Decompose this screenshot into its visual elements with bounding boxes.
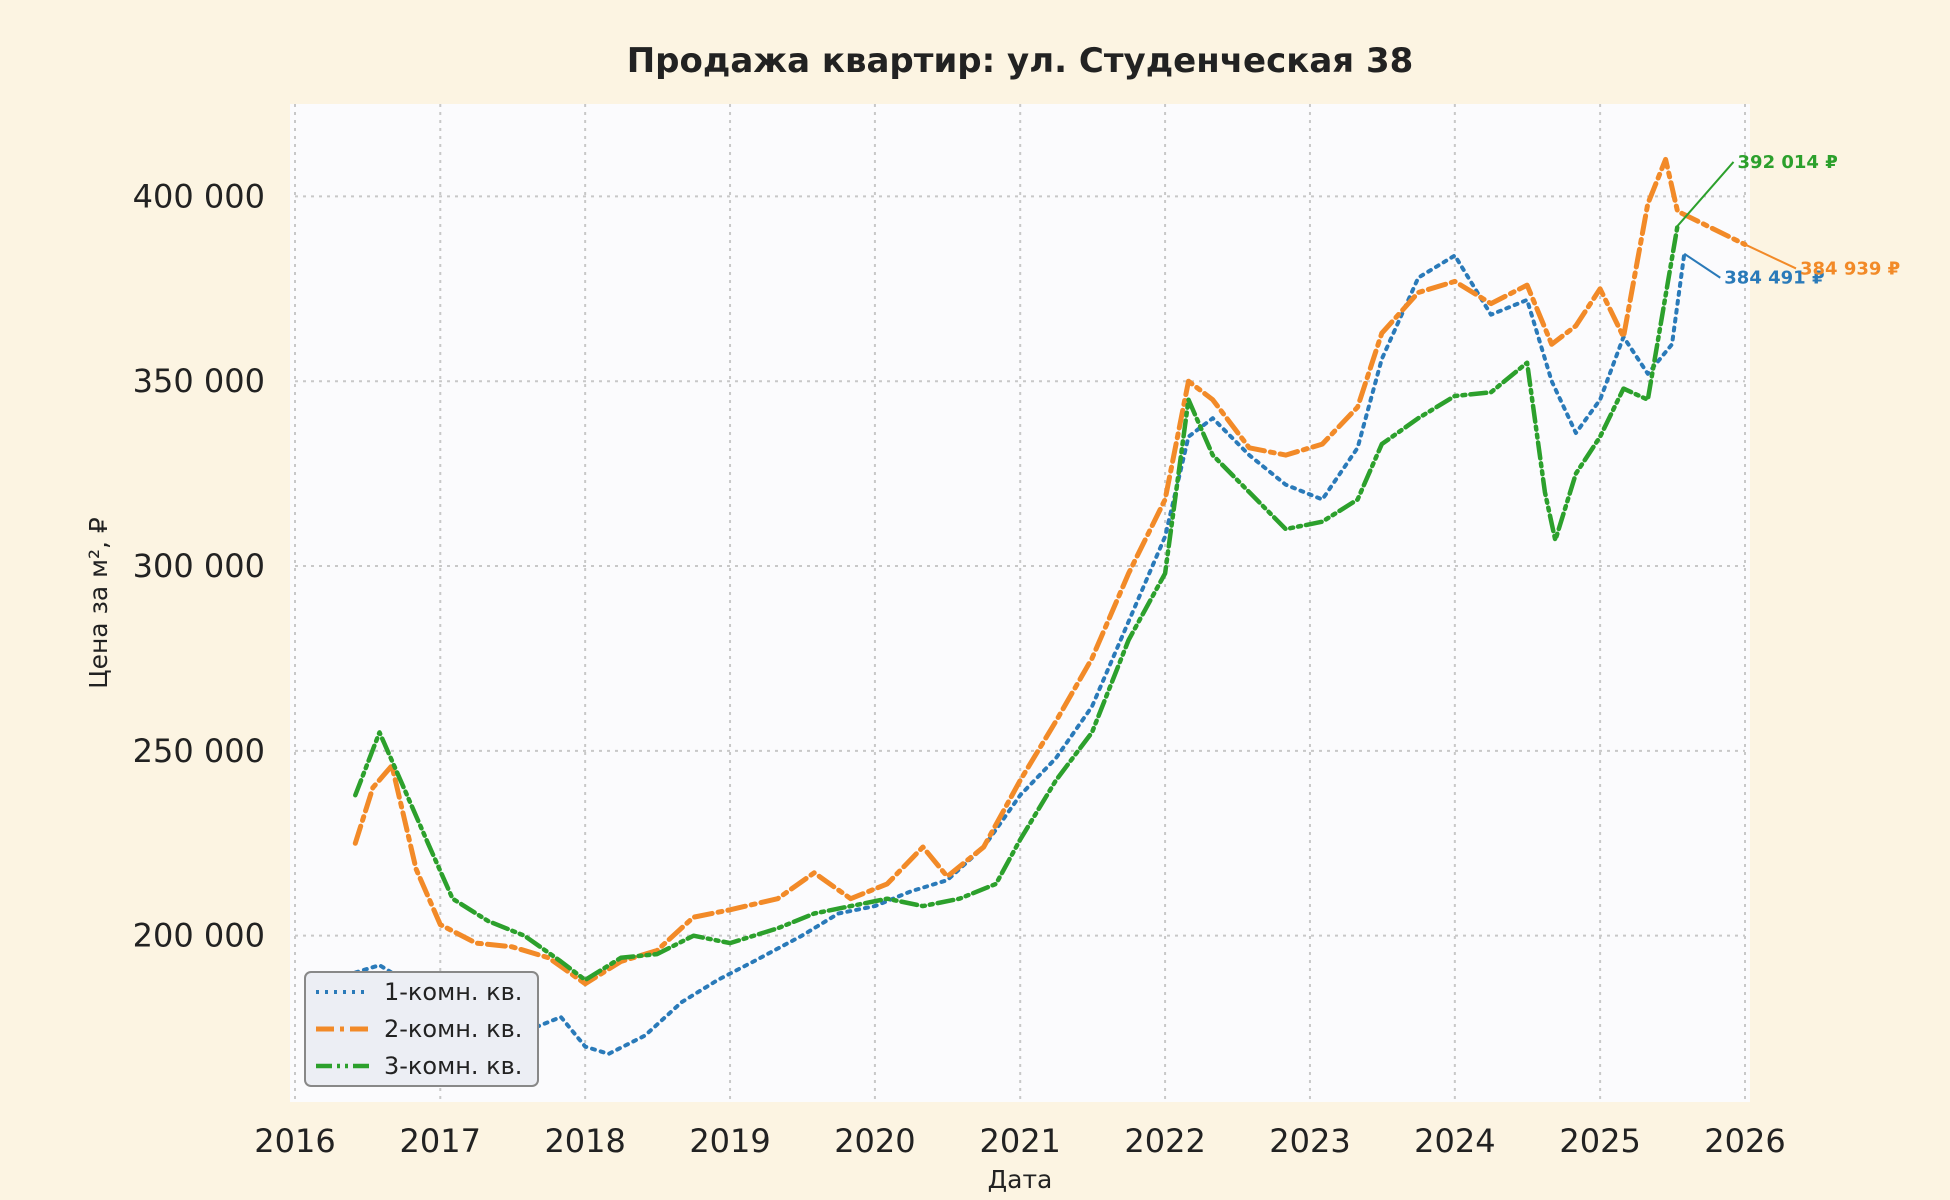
y-axis: 200 000 250 000 300 000 350 000 400 000 (133, 177, 265, 954)
chart-title: Продажа квартир: ул. Студенческая 38 (627, 41, 1414, 81)
x-tick-label: 2025 (1559, 1122, 1640, 1160)
y-tick-label: 400 000 (133, 177, 265, 215)
series-line-3 (353, 223, 1680, 983)
x-axis: 2016 2017 2018 2019 2020 2021 2022 2023 2024 2025… (254, 1122, 1785, 1160)
x-tick-label: 2024 (1414, 1122, 1495, 1160)
x-tick-label: 2026 (1704, 1122, 1785, 1160)
series-line-2 (352, 156, 1748, 987)
annotation-arrow (1676, 161, 1735, 227)
x-tick-label: 2017 (400, 1122, 481, 1160)
annotation-arrow (1744, 243, 1797, 270)
legend-label: 2-комн. кв. (384, 1015, 522, 1043)
annotation-arrow (1683, 252, 1721, 279)
x-tick-label: 2022 (1124, 1122, 1205, 1160)
x-tick-label: 2016 (254, 1122, 335, 1160)
legend: 1-комн. кв. 2-комн. кв. 3-комн. кв. (304, 971, 539, 1087)
x-tick-label: 2019 (689, 1122, 770, 1160)
legend-box (304, 971, 539, 1087)
last-value-label: 392 014 ₽ (1738, 152, 1838, 173)
end-annotations: 384 491 ₽384 939 ₽ 392 014 ₽ (1676, 152, 1900, 289)
y-tick-label: 200 000 (133, 917, 265, 955)
x-tick-label: 2020 (834, 1122, 915, 1160)
last-value-label: 384 939 ₽ (1800, 258, 1900, 279)
y-axis-label: Цена за м², ₽ (84, 517, 113, 689)
x-tick-label: 2018 (544, 1122, 625, 1160)
grid (294, 104, 1746, 1102)
y-tick-label: 300 000 (133, 547, 265, 585)
x-tick-label: 2023 (1269, 1122, 1350, 1160)
legend-label: 1-комн. кв. (384, 978, 522, 1006)
series-line-1 (353, 251, 1687, 1056)
x-tick-label: 2021 (979, 1122, 1060, 1160)
last-value-label: 384 491 ₽ (1724, 268, 1824, 289)
y-tick-label: 250 000 (133, 732, 265, 770)
legend-label: 3-комн. кв. (384, 1052, 522, 1080)
x-axis-label: Дата (988, 1165, 1053, 1194)
series-layer (352, 156, 1748, 1056)
y-tick-label: 350 000 (133, 362, 265, 400)
